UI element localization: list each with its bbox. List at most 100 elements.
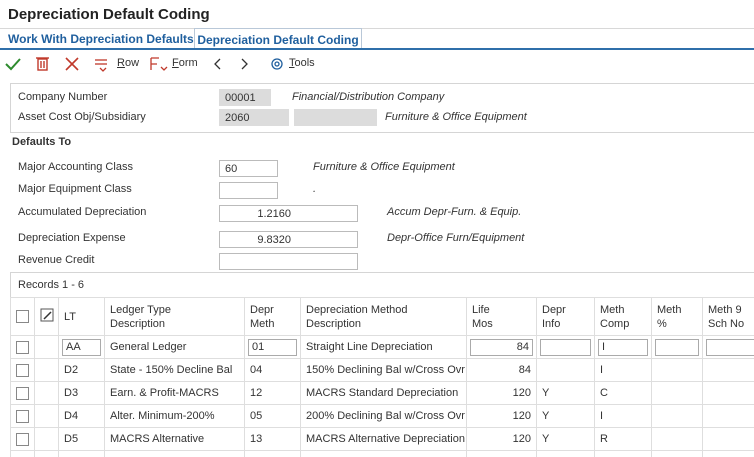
header-row: LTLedger Type DescriptionDepr MethDeprec… <box>11 298 754 336</box>
input-field[interactable]: 9.8320 <box>219 231 358 248</box>
field-label: Revenue Credit <box>18 254 94 266</box>
column-header[interactable]: Meth % <box>652 298 703 336</box>
grid-cell: 13 <box>245 428 301 451</box>
row-menu-icon[interactable] <box>95 60 107 71</box>
cell-input[interactable]: I <box>598 339 648 356</box>
field-desc: . <box>313 183 316 195</box>
grid-cell <box>703 405 754 428</box>
grid-cell <box>652 428 703 451</box>
field-value-extra <box>294 109 377 126</box>
grid-cell <box>537 451 595 457</box>
form-menu-icon[interactable] <box>151 58 167 70</box>
grid-cell: Alter. Minimum-200% <box>105 405 245 428</box>
grid-row: D5MACRS Alternative13MACRS Alternative D… <box>11 428 754 451</box>
field-desc: Furniture & Office Equipment <box>385 111 527 123</box>
grid-cell <box>703 451 754 457</box>
checkbox[interactable] <box>16 433 29 446</box>
grid-cell: D5 <box>59 428 105 451</box>
column-header[interactable]: LT <box>59 298 105 336</box>
grid-cell: AA <box>59 336 105 359</box>
tab[interactable]: Work With Depreciation Defaults <box>8 32 194 46</box>
checkbox[interactable] <box>16 387 29 400</box>
grid-cell <box>703 336 754 359</box>
cancel-button[interactable] <box>66 58 78 70</box>
input-field[interactable]: 1.2160 <box>219 205 358 222</box>
tools-menu[interactable]: Tools <box>289 57 315 69</box>
grid-cell <box>537 336 595 359</box>
row-menu[interactable]: Row <box>117 57 139 69</box>
grid-cell: Y <box>537 428 595 451</box>
form-menu[interactable]: Form <box>172 57 198 69</box>
field-label: Major Accounting Class <box>18 161 133 173</box>
row-select <box>11 428 35 451</box>
checkbox[interactable] <box>16 410 29 423</box>
column-header[interactable]: Life Mos <box>467 298 537 336</box>
column-header[interactable]: Depr Info <box>537 298 595 336</box>
column-header[interactable]: Meth Comp <box>595 298 652 336</box>
cell-input[interactable] <box>706 339 754 356</box>
grid-cell <box>245 451 301 457</box>
delete-button[interactable] <box>36 58 49 70</box>
grid-cell: 150% Declining Bal w/Cross Ovr <box>301 359 467 382</box>
grid-row <box>11 451 754 457</box>
active-tab[interactable]: Depreciation Default Coding <box>194 28 362 48</box>
column-header[interactable]: Depreciation Method Description <box>301 298 467 336</box>
grid-cell <box>35 451 59 457</box>
grid-cell: D2 <box>59 359 105 382</box>
grid-cell: 01 <box>245 336 301 359</box>
column-header[interactable]: Meth 9 Sch No <box>703 298 754 336</box>
column-header[interactable]: Depr Meth <box>245 298 301 336</box>
ok-button[interactable] <box>6 59 20 69</box>
grid-row: D4Alter. Minimum-200%05200% Declining Ba… <box>11 405 754 428</box>
checkbox[interactable] <box>16 310 29 323</box>
next-button[interactable] <box>242 59 247 69</box>
field-label: Depreciation Expense <box>18 232 126 244</box>
field-desc: Financial/Distribution Company <box>292 91 444 103</box>
field-desc: Furniture & Office Equipment <box>313 161 455 173</box>
grid-cell <box>301 451 467 457</box>
row-select <box>11 359 35 382</box>
column-header[interactable]: Ledger Type Description <box>105 298 245 336</box>
checkbox[interactable] <box>16 364 29 377</box>
grid-cell: 120 <box>467 428 537 451</box>
input-field[interactable] <box>219 182 278 199</box>
checkbox[interactable] <box>16 341 29 354</box>
grid-cell: MACRS Alternative <box>105 428 245 451</box>
field-label: Asset Cost Obj/Subsidiary <box>18 111 146 123</box>
cell-input[interactable]: 84 <box>470 339 533 356</box>
records-count: Records 1 - 6 <box>18 279 84 291</box>
grid-cell <box>652 382 703 405</box>
row-icon <box>35 382 59 405</box>
grid-cell: I <box>595 405 652 428</box>
grid-cell <box>537 359 595 382</box>
grid-cell <box>105 451 245 457</box>
input-field[interactable]: 60 <box>219 160 278 177</box>
cell-input[interactable] <box>540 339 591 356</box>
grid-cell: MACRS Standard Depreciation <box>301 382 467 405</box>
tools-icon[interactable] <box>272 59 282 69</box>
grid-cell: State - 150% Decline Bal <box>105 359 245 382</box>
grid-cell <box>652 451 703 457</box>
edit-column <box>35 298 59 336</box>
section-title: Defaults To <box>12 136 71 148</box>
grid-cell: Y <box>537 405 595 428</box>
cell-input[interactable] <box>655 339 699 356</box>
input-field[interactable] <box>219 253 358 270</box>
grid-cell <box>467 451 537 457</box>
cell-input[interactable]: 01 <box>248 339 297 356</box>
grid-cell: 12 <box>245 382 301 405</box>
row-icon <box>35 428 59 451</box>
grid-cell: Earn. & Profit-MACRS <box>105 382 245 405</box>
row-icon <box>35 405 59 428</box>
grid-cell <box>652 405 703 428</box>
grid-cell: Straight Line Depreciation <box>301 336 467 359</box>
cell-input[interactable]: AA <box>62 339 101 356</box>
previous-button[interactable] <box>215 59 220 69</box>
grid-cell <box>703 382 754 405</box>
grid-cell: Y <box>537 382 595 405</box>
grid-cell: C <box>595 382 652 405</box>
grid: LTLedger Type DescriptionDepr MethDeprec… <box>10 297 754 457</box>
row-select <box>11 336 35 359</box>
grid-cell <box>652 359 703 382</box>
grid-cell <box>59 451 105 457</box>
